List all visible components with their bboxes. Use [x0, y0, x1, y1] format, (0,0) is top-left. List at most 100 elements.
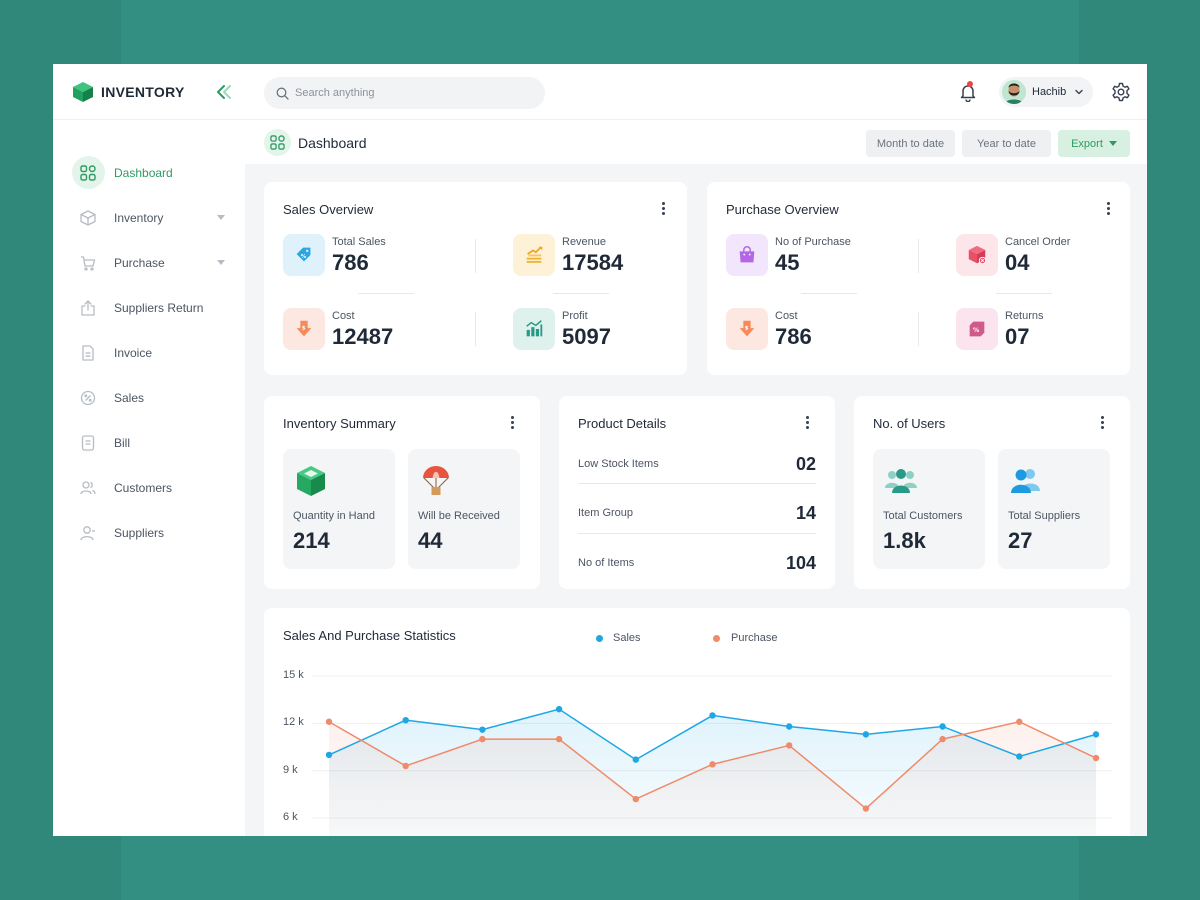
users-icon: [80, 480, 96, 496]
data-point-purchase: [786, 742, 793, 749]
parachute-box-icon: [423, 466, 449, 495]
divider: [918, 312, 919, 346]
data-point-sales: [402, 716, 409, 724]
divider: [578, 533, 816, 534]
users-card: No. of Users Total Customers 1.8k Total …: [854, 396, 1130, 589]
collapse-sidebar-icon[interactable]: [215, 83, 233, 101]
chevron-down-icon[interactable]: [217, 215, 225, 220]
page-header: Dashboard Month to date Year to date Exp…: [245, 120, 1147, 164]
stat-cancel-order: Cancel Order 04: [956, 234, 1146, 284]
card-title: No. of Users: [873, 416, 946, 431]
tile-value: 27: [1008, 528, 1033, 553]
tile-quantity-in-hand: Quantity in Hand 214: [283, 449, 395, 569]
sidebar-item-label: Sales: [114, 390, 145, 405]
year-to-date-button[interactable]: Year to date: [962, 130, 1051, 157]
more-options-icon[interactable]: [662, 202, 666, 216]
stat-value: 45: [775, 250, 800, 275]
data-point-purchase: [1016, 718, 1023, 725]
search-box[interactable]: [264, 77, 545, 109]
stat-revenue: Revenue 17584: [513, 234, 703, 284]
data-point-sales: [709, 712, 716, 719]
svg-text:%: %: [301, 254, 307, 260]
brand-name: INVENTORY: [101, 84, 185, 100]
sidebar-item-label: Suppliers: [114, 525, 165, 540]
sales-tag-icon: %: [283, 234, 325, 276]
svg-text:%: %: [973, 326, 980, 334]
sidebar-item-invoice[interactable]: Invoice: [53, 330, 245, 375]
stat-label: Returns: [1005, 310, 1044, 322]
app-window: INVENTORY Dashboard Inventory: [53, 64, 1147, 836]
stat-label: Profit: [562, 310, 588, 322]
gear-icon[interactable]: [1111, 82, 1131, 102]
export-button[interactable]: Export: [1058, 130, 1130, 157]
sidebar-item-inventory[interactable]: Inventory: [53, 195, 245, 240]
stat-total-sales: % Total Sales 786: [283, 234, 473, 284]
user-name: Hachib: [1032, 86, 1067, 98]
data-point-sales: [786, 723, 793, 730]
divider: [553, 293, 609, 294]
y-tick-label: 6 k: [283, 811, 298, 823]
search-input[interactable]: [295, 87, 535, 99]
grid-icon: [264, 129, 291, 156]
data-point-purchase: [479, 735, 486, 743]
more-options-icon[interactable]: [806, 416, 810, 430]
data-point-purchase: [709, 761, 716, 768]
stat-purchase-cost: $ Cost 786: [726, 308, 916, 358]
invoice-icon: [80, 344, 96, 361]
data-point-purchase: [1092, 754, 1100, 762]
sidebar-item-purchase[interactable]: Purchase: [53, 240, 245, 285]
sidebar-item-label: Purchase: [114, 255, 165, 270]
tile-label: Will be Received: [418, 510, 500, 522]
data-point-purchase: [939, 735, 946, 743]
more-options-icon[interactable]: [1101, 416, 1105, 430]
tile-total-customers: Total Customers 1.8k: [873, 449, 985, 569]
more-options-icon[interactable]: [511, 416, 515, 430]
stat-value: 786: [332, 250, 369, 275]
card-title: Inventory Summary: [283, 416, 396, 431]
stat-value: 786: [775, 324, 812, 349]
sidebar-item-suppliers[interactable]: Suppliers: [53, 510, 245, 555]
data-point-sales: [479, 726, 486, 733]
stat-label: Cancel Order: [1005, 236, 1071, 248]
divider: [996, 293, 1052, 294]
list-item-item-group: Item Group 14: [578, 490, 816, 540]
legend-purchase-label: Purchase: [731, 632, 778, 644]
tile-value: 44: [418, 528, 443, 553]
page-title: Dashboard: [298, 135, 367, 151]
more-options-icon[interactable]: [1107, 202, 1111, 216]
divider: [475, 312, 476, 346]
tile-total-suppliers: Total Suppliers 27: [998, 449, 1110, 569]
data-point-sales: [862, 731, 870, 738]
sales-overview-card: Sales Overview % Total Sales 786 Revenue…: [264, 182, 687, 375]
brand: INVENTORY: [53, 64, 245, 120]
month-to-date-button[interactable]: Month to date: [866, 130, 955, 157]
search-icon: [276, 87, 289, 100]
supplier-icon: [80, 525, 96, 541]
notification-badge: [967, 81, 973, 87]
statistics-chart-card: Sales And Purchase Statistics Sales Purc…: [264, 608, 1130, 836]
stat-value: 04: [1005, 250, 1030, 275]
sidebar-nav: Dashboard Inventory Purchase: [53, 150, 245, 555]
data-point-sales: [1016, 753, 1023, 760]
top-header: Hachib: [245, 64, 1147, 120]
user-menu[interactable]: Hachib: [999, 77, 1093, 107]
sidebar-item-bill[interactable]: Bill: [53, 420, 245, 465]
row-value: 14: [795, 503, 816, 523]
sidebar-item-dashboard[interactable]: Dashboard: [53, 150, 245, 195]
stat-value: 07: [1005, 324, 1030, 349]
active-indicator: [72, 156, 105, 189]
caret-down-icon: [1108, 141, 1117, 146]
bill-icon: [80, 434, 96, 451]
legend-purchase-marker: [713, 635, 720, 642]
sidebar-item-sales[interactable]: Sales: [53, 375, 245, 420]
list-item-no-of-items: No of Items 104: [578, 540, 816, 590]
sidebar-item-suppliers-return[interactable]: Suppliers Return: [53, 285, 245, 330]
divider: [801, 293, 857, 294]
data-point-purchase: [862, 805, 870, 812]
chevron-down-icon[interactable]: [217, 260, 225, 265]
tile-label: Quantity in Hand: [293, 510, 375, 522]
data-point-sales: [555, 705, 563, 713]
sidebar: INVENTORY Dashboard Inventory: [53, 64, 245, 836]
stat-label: Cost: [332, 310, 355, 322]
sidebar-item-customers[interactable]: Customers: [53, 465, 245, 510]
